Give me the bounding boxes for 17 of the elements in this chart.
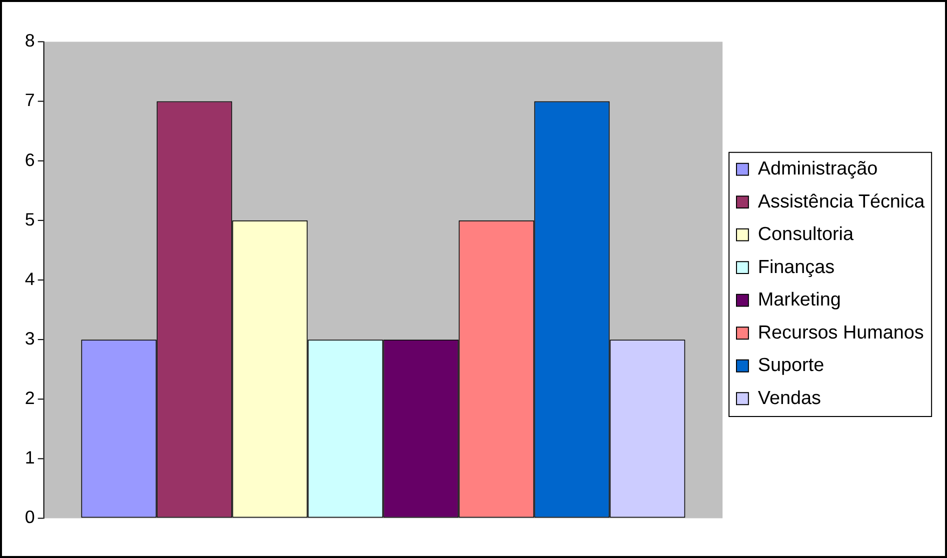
- legend-label: Vendas: [758, 388, 821, 409]
- y-tick-label: 0: [24, 507, 35, 528]
- legend-label: Assistência Técnica: [758, 191, 926, 212]
- legend-label: Recursos Humanos: [758, 322, 924, 344]
- y-tick-label: 3: [24, 328, 35, 348]
- y-tick-label: 1: [24, 448, 35, 468]
- legend-label: Finanças: [758, 256, 835, 278]
- y-tick-label: 2: [24, 388, 35, 408]
- y-tick-label: 6: [24, 150, 35, 170]
- y-tick-label: 4: [24, 268, 35, 289]
- y-tick-label: 8: [24, 30, 35, 51]
- legend-label: Administração: [758, 158, 878, 180]
- legend-label: Marketing: [758, 290, 841, 311]
- legend-label: Suporte: [758, 355, 824, 376]
- y-tick-label: 5: [24, 209, 35, 230]
- y-tick-label: 7: [24, 90, 35, 110]
- legend-label: Consultoria: [758, 224, 854, 246]
